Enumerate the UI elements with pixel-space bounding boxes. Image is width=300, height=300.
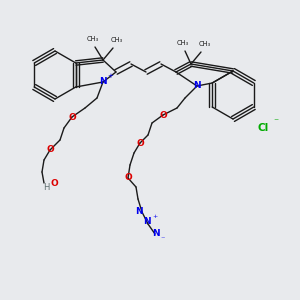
Text: N: N: [135, 208, 143, 217]
Text: +: +: [152, 214, 158, 218]
Text: N: N: [152, 229, 160, 238]
Text: ⁻: ⁻: [273, 117, 279, 127]
Text: O: O: [159, 110, 167, 119]
Text: ⁻: ⁻: [161, 235, 165, 244]
Text: N: N: [143, 218, 151, 226]
Text: O: O: [68, 112, 76, 122]
Text: H: H: [43, 182, 49, 191]
Text: +: +: [107, 73, 113, 79]
Text: O: O: [50, 179, 58, 188]
Text: CH₃: CH₃: [111, 37, 123, 43]
Text: CH₃: CH₃: [177, 40, 189, 46]
Text: N: N: [99, 77, 107, 86]
Text: CH₃: CH₃: [199, 41, 211, 47]
Text: O: O: [124, 173, 132, 182]
Text: O: O: [46, 146, 54, 154]
Text: N: N: [193, 82, 201, 91]
Text: CH₃: CH₃: [87, 36, 99, 42]
Text: O: O: [136, 139, 144, 148]
Text: Cl: Cl: [257, 123, 268, 133]
